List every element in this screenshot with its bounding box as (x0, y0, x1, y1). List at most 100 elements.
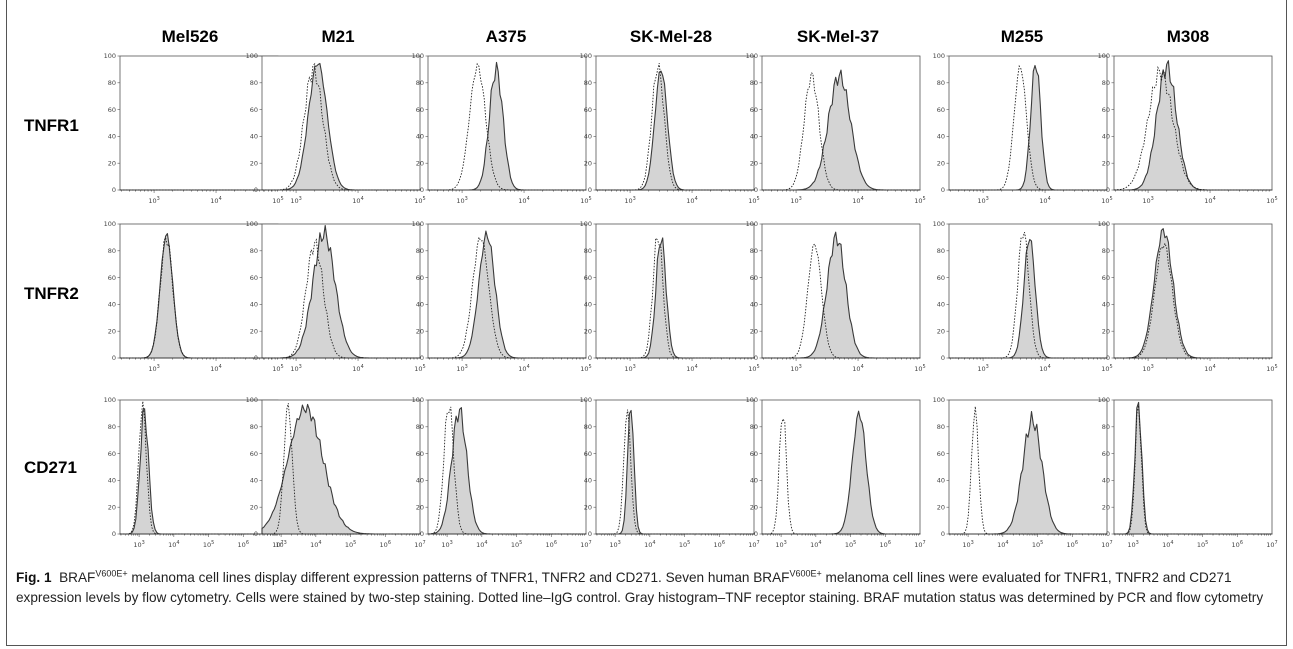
y-tick-label: 40 (250, 133, 258, 141)
y-tick-label: 100 (580, 396, 592, 404)
igg-control-histogram (120, 401, 278, 535)
x-tick-label: 105 (1101, 364, 1112, 373)
x-tick-label: 104 (1039, 196, 1050, 205)
x-tick-label: 105 (345, 540, 356, 549)
x-tick-label: 105 (511, 540, 522, 549)
y-tick-label: 60 (1102, 450, 1110, 458)
x-tick-exponent: 6 (246, 540, 249, 546)
x-tick-label: 104 (1204, 196, 1215, 205)
x-tick-label: 103 (977, 364, 988, 373)
caption-text-a: melanoma cell lines display different ex… (127, 570, 790, 585)
igg-control-histogram (1114, 241, 1272, 359)
y-tick-label: 40 (750, 301, 758, 309)
y-tick-label: 100 (104, 52, 116, 60)
x-tick-label: 105 (1266, 196, 1277, 205)
x-tick-exponent: 4 (861, 196, 864, 202)
y-tick-label: 20 (108, 159, 116, 167)
igg-control-histogram (762, 243, 920, 359)
x-tick-label: 103 (275, 540, 286, 549)
x-tick-label: 103 (962, 540, 973, 549)
x-tick-label: 105 (914, 364, 925, 373)
x-tick-exponent: 3 (618, 540, 621, 546)
x-tick-label: 103 (624, 364, 635, 373)
y-tick-label: 40 (1102, 133, 1110, 141)
x-tick-exponent: 5 (281, 196, 284, 202)
x-tick-exponent: 3 (784, 540, 787, 546)
x-tick-exponent: 3 (465, 196, 468, 202)
igg-control-histogram (427, 406, 586, 535)
x-tick-label: 105 (1032, 540, 1043, 549)
x-tick-label: 103 (624, 196, 635, 205)
x-tick-label: 104 (518, 364, 529, 373)
y-tick-label: 80 (750, 247, 758, 255)
y-tick-label: 20 (750, 327, 758, 335)
y-tick-label: 20 (416, 327, 424, 335)
y-tick-label: 80 (250, 247, 258, 255)
x-tick-exponent: 4 (652, 540, 655, 546)
y-tick-label: 60 (1102, 274, 1110, 282)
igg-control-histogram (596, 409, 754, 535)
x-tick-exponent: 4 (695, 364, 698, 370)
x-tick-exponent: 4 (818, 540, 821, 546)
x-tick-label: 103 (1142, 196, 1153, 205)
y-tick-label: 20 (584, 159, 592, 167)
x-tick-label: 103 (609, 540, 620, 549)
x-tick-exponent: 4 (1005, 540, 1008, 546)
y-tick-label: 60 (937, 106, 945, 114)
column-title: M308 (1167, 27, 1210, 46)
y-tick-label: 40 (250, 477, 258, 485)
x-tick-label: 105 (272, 364, 283, 373)
x-tick-exponent: 5 (1110, 196, 1113, 202)
x-tick-label: 105 (414, 196, 425, 205)
x-tick-exponent: 6 (888, 540, 891, 546)
y-tick-label: 100 (1098, 396, 1110, 404)
x-tick-label: 103 (456, 364, 467, 373)
x-tick-exponent: 4 (1048, 196, 1051, 202)
x-tick-label: 105 (580, 364, 591, 373)
y-tick-label: 20 (937, 327, 945, 335)
stain-histogram (1113, 60, 1273, 191)
x-tick-exponent: 3 (633, 196, 636, 202)
y-tick-label: 40 (937, 133, 945, 141)
igg-control-histogram (1114, 405, 1272, 535)
x-tick-label: 104 (1162, 540, 1173, 549)
y-tick-label: 0 (1106, 186, 1110, 194)
y-tick-label: 80 (108, 423, 116, 431)
y-tick-label: 0 (941, 354, 945, 362)
x-tick-exponent: 5 (1275, 364, 1278, 370)
y-tick-label: 0 (254, 530, 258, 538)
x-tick-label: 106 (380, 540, 391, 549)
x-tick-exponent: 4 (861, 364, 864, 370)
y-tick-label: 80 (937, 247, 945, 255)
panel-frame (1113, 223, 1273, 359)
y-tick-label: 0 (941, 186, 945, 194)
y-tick-label: 40 (250, 301, 258, 309)
x-tick-label: 104 (686, 196, 697, 205)
y-tick-label: 20 (750, 503, 758, 511)
igg-control-histogram (596, 63, 754, 191)
y-tick-label: 60 (937, 274, 945, 282)
igg-control-histogram (1113, 65, 1272, 191)
y-tick-label: 60 (250, 106, 258, 114)
x-tick-label: 104 (310, 540, 321, 549)
x-tick-label: 103 (1127, 540, 1138, 549)
x-tick-exponent: 4 (695, 196, 698, 202)
y-tick-label: 100 (933, 220, 945, 228)
x-tick-exponent: 6 (1240, 540, 1243, 546)
y-tick-label: 0 (588, 530, 592, 538)
igg-control-histogram (262, 403, 420, 535)
x-tick-label: 104 (1204, 364, 1215, 373)
x-tick-exponent: 3 (799, 364, 802, 370)
x-tick-exponent: 3 (142, 540, 145, 546)
y-tick-label: 40 (416, 477, 424, 485)
y-tick-label: 60 (416, 274, 424, 282)
x-tick-label: 105 (845, 540, 856, 549)
x-tick-label: 103 (133, 540, 144, 549)
y-tick-label: 0 (754, 354, 758, 362)
